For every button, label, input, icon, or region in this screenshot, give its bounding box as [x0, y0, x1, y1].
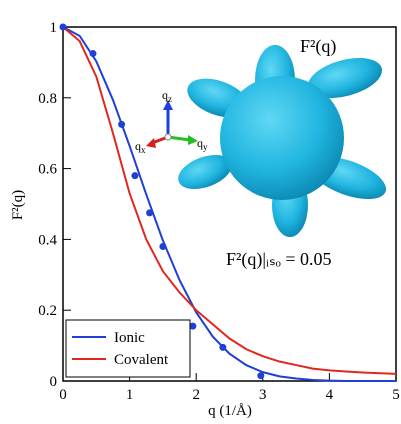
data-point: [146, 209, 154, 217]
x-tick-label: 1: [126, 387, 134, 403]
inset-axes: [146, 100, 198, 148]
annotation: F²(q): [300, 36, 336, 57]
x-tick-label: 0: [59, 387, 67, 403]
data-point: [59, 23, 67, 31]
y-axis-label: F²(q): [10, 190, 26, 220]
annotation: F²(q)|ᵢₛₒ = 0.05: [226, 249, 332, 270]
y-tick-label: 1: [50, 20, 58, 36]
legend-box: [65, 319, 191, 378]
x-tick-label: 4: [326, 387, 334, 403]
line: [62, 26, 396, 382]
data-point: [159, 242, 167, 250]
x-tick-label: 5: [392, 387, 400, 403]
inset-shape: [178, 45, 387, 237]
legend-label: Ionic: [114, 330, 145, 346]
inset-axis-label: qy: [197, 136, 208, 152]
x-tick-label: 2: [192, 387, 200, 403]
data-point: [257, 372, 265, 380]
y-tick-label: 0.8: [38, 91, 57, 107]
data-point: [219, 343, 227, 351]
y-tick-label: 0: [50, 374, 58, 390]
y-tick-label: 0.4: [38, 232, 57, 248]
data-point: [131, 172, 139, 180]
legend-label: Covalent: [114, 352, 169, 368]
data-point: [89, 50, 97, 58]
y-tick-label: 0.6: [38, 162, 57, 178]
x-axis-label: q (1/Å): [208, 403, 252, 419]
plot-frame: [62, 26, 397, 382]
y-tick-label: 0.2: [38, 303, 57, 319]
line: [62, 26, 397, 375]
data-point: [118, 120, 126, 128]
inset-axis-label: qx: [135, 139, 146, 155]
x-tick-label: 3: [259, 387, 267, 403]
data-point: [189, 322, 197, 330]
inset-axis-label: qz: [162, 88, 172, 104]
